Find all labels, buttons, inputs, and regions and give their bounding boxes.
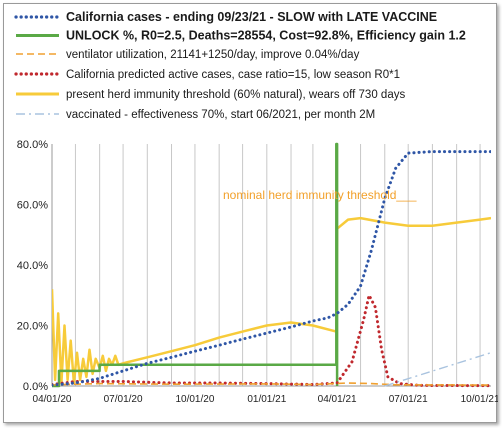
y-tick-label: 20.0%: [17, 321, 48, 333]
legend-label-herd: present herd immunity threshold (60% nat…: [66, 89, 405, 101]
annotation-nominal-herd-immunity: nominal herd immunity threshold___: [223, 188, 417, 202]
x-tick-label: 07/01/20: [104, 394, 143, 405]
x-tick-label: 04/01/20: [33, 394, 72, 405]
y-tick-label: 40.0%: [17, 260, 48, 272]
series-group: [52, 142, 491, 388]
legend-label-vaccinated: vaccinated - effectiveness 70%, start 06…: [66, 109, 375, 121]
y-tick-label: 0.0%: [23, 381, 48, 393]
x-tick-label: 07/01/21: [389, 394, 428, 405]
plot-area: 0.0% 20.0% 40.0% 60.0% 80.0% 04/01/20 07/01/20…: [17, 139, 498, 405]
series-line-herd: [52, 216, 491, 385]
series-line-vaccinated: [384, 352, 491, 387]
y-tick-label: 80.0%: [17, 139, 48, 151]
legend-label-cases: California cases - ending 09/23/21 - SLO…: [66, 10, 437, 24]
legend-label-unlock: UNLOCK %, R0=2.5, Deaths=28554, Cost=92.…: [66, 29, 466, 43]
x-tick-label: 10/01/20: [175, 394, 214, 405]
series-line-cases: [52, 150, 491, 387]
legend: California cases - ending 09/23/21 - SLO…: [14, 10, 466, 121]
gridlines: [51, 144, 481, 386]
chart-svg: California cases - ending 09/23/21 - SLO…: [14, 10, 498, 405]
x-tick-label: 04/01/21: [318, 394, 357, 405]
x-tick-label: 01/01/21: [247, 394, 286, 405]
series-line-predicted: [52, 293, 491, 388]
chart-frame: California cases - ending 09/23/21 - SLO…: [3, 3, 498, 423]
legend-label-ventilator: ventilator utilization, 21141+1250/day, …: [66, 49, 360, 61]
series-line-unlock: [52, 142, 339, 388]
x-tick-label: 10/01/21: [461, 394, 498, 405]
y-tick-label: 60.0%: [17, 200, 48, 212]
legend-label-predicted: California predicted active cases, case …: [66, 69, 400, 81]
